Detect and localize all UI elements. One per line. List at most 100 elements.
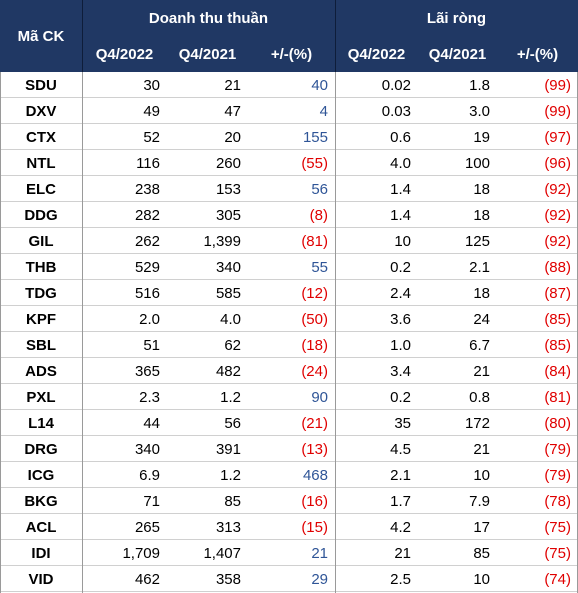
cell: 21	[473, 362, 490, 380]
cell: 20	[224, 128, 241, 146]
cell: 2.1	[469, 258, 490, 276]
column-header: Q4/2022	[335, 36, 418, 72]
cell: (92)	[544, 232, 571, 250]
cell: 18	[473, 180, 490, 198]
cell: (21)	[301, 414, 328, 432]
ticker: L14	[28, 414, 54, 432]
ticker: DRG	[24, 440, 58, 458]
cell: 116	[136, 154, 160, 172]
cell: 21	[311, 544, 328, 562]
cell: 1,399	[203, 232, 241, 250]
ticker: ICG	[27, 466, 55, 484]
cell: 6.7	[469, 336, 490, 354]
cell: 1.4	[390, 206, 411, 224]
cell: 1.0	[390, 336, 411, 354]
cell: 100	[464, 154, 490, 172]
cell: 21	[224, 76, 241, 94]
cell: (15)	[301, 518, 328, 536]
ticker: ADS	[25, 362, 57, 380]
cell: 71	[143, 492, 160, 510]
cell: 30	[143, 76, 160, 94]
cell: 482	[215, 362, 241, 380]
cell: 3.6	[390, 310, 411, 328]
ticker: THB	[25, 258, 57, 276]
cell: (18)	[301, 336, 328, 354]
group-header: Lãi ròng	[335, 0, 578, 36]
ticker: DXV	[25, 102, 57, 120]
cell: 340	[215, 258, 241, 276]
cell: 313	[215, 518, 241, 536]
cell: (50)	[301, 310, 328, 328]
cell: 49	[143, 102, 160, 120]
cell: (55)	[301, 154, 328, 172]
cell: 2.4	[390, 284, 411, 302]
row-line	[0, 253, 578, 254]
cell: 358	[215, 570, 241, 588]
row-line	[0, 123, 578, 124]
cell: 55	[311, 258, 328, 276]
cell: 2.1	[390, 466, 411, 484]
cell: (16)	[301, 492, 328, 510]
row-line	[0, 227, 578, 228]
cell: 4	[319, 102, 328, 120]
row-line	[0, 201, 578, 202]
group-header: Doanh thu thuần	[82, 0, 335, 36]
ticker: PXL	[26, 388, 56, 406]
cell: 2.3	[139, 388, 160, 406]
cell: 4.2	[390, 518, 411, 536]
row-line	[0, 565, 578, 566]
cell: (13)	[301, 440, 328, 458]
cell: 10	[473, 466, 490, 484]
cell: 29	[311, 570, 328, 588]
cell: 153	[215, 180, 241, 198]
cell: 1.7	[390, 492, 411, 510]
cell: 238	[134, 180, 160, 198]
cell: 155	[302, 128, 328, 146]
ticker: CTX	[26, 128, 56, 146]
cell: 282	[134, 206, 160, 224]
cell: 365	[134, 362, 160, 380]
cell: 56	[311, 180, 328, 198]
cell: (78)	[544, 492, 571, 510]
ticker: BKG	[24, 492, 58, 510]
row-line	[0, 539, 578, 540]
cell: (99)	[544, 76, 571, 94]
ticker: DDG	[24, 206, 58, 224]
cell: 0.2	[390, 388, 411, 406]
cell: 10	[394, 232, 411, 250]
cell: (92)	[544, 180, 571, 198]
cell: 24	[473, 310, 490, 328]
row-line	[0, 435, 578, 436]
header-divider	[335, 0, 336, 72]
row-line	[0, 513, 578, 514]
cell: (80)	[544, 414, 571, 432]
cell: 19	[473, 128, 490, 146]
cell: (85)	[544, 336, 571, 354]
cell: 17	[473, 518, 490, 536]
cell: (84)	[544, 362, 571, 380]
cell: 85	[224, 492, 241, 510]
row-line	[0, 331, 578, 332]
cell: 51	[143, 336, 160, 354]
cell: 6.9	[139, 466, 160, 484]
cell: 18	[473, 206, 490, 224]
ticker: IDI	[31, 544, 51, 562]
cell: 2.5	[390, 570, 411, 588]
cell: 1.4	[390, 180, 411, 198]
cell: 3.4	[390, 362, 411, 380]
cell: 1.2	[220, 466, 241, 484]
cell: 47	[224, 102, 241, 120]
cell: 0.6	[390, 128, 411, 146]
row-line	[0, 279, 578, 280]
ticker: TDG	[25, 284, 57, 302]
cell: 18	[473, 284, 490, 302]
cell: 1.2	[220, 388, 241, 406]
cell: (96)	[544, 154, 571, 172]
column-header: Q4/2022	[82, 36, 167, 72]
column-header: +/-(%)	[497, 36, 578, 72]
row-line	[0, 97, 578, 98]
cell: 172	[464, 414, 490, 432]
cell: 0.8	[469, 388, 490, 406]
cell: (81)	[301, 232, 328, 250]
cell: 21	[473, 440, 490, 458]
